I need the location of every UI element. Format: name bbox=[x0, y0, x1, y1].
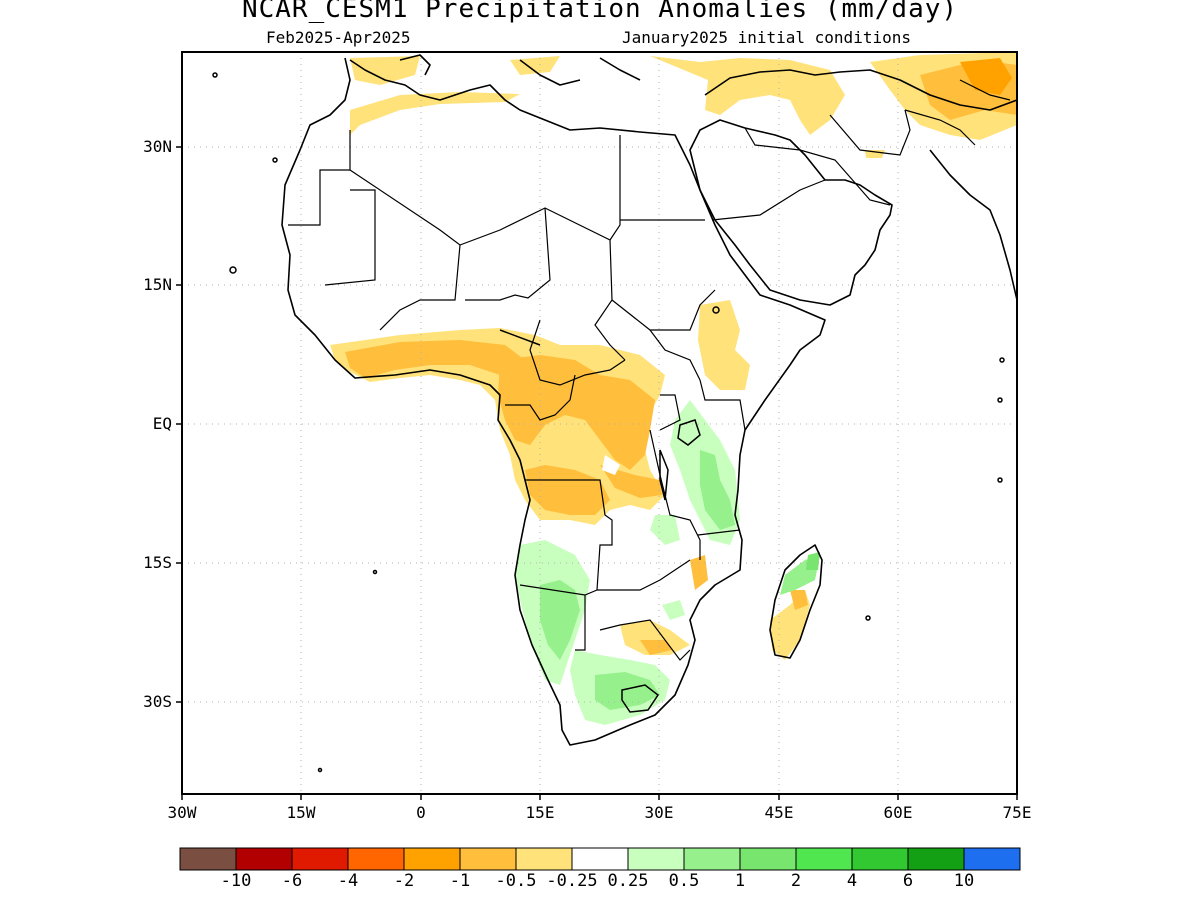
colorbar-label: -4 bbox=[337, 871, 359, 891]
colorbar bbox=[179, 847, 1021, 871]
lon-label-60e: 60E bbox=[883, 803, 913, 822]
colorbar-swatch bbox=[963, 847, 1021, 871]
colorbar-label: 4 bbox=[846, 871, 858, 891]
forecast-period: Feb2025-Apr2025 bbox=[266, 28, 411, 47]
lat-label-30n: 30N bbox=[143, 137, 172, 156]
colorbar-swatch bbox=[347, 847, 405, 871]
colorbar-swatch bbox=[739, 847, 797, 871]
colorbar-label: -0.5 bbox=[495, 871, 537, 891]
colorbar-swatch bbox=[851, 847, 909, 871]
map-title: NCAR_CESM1 Precipitation Anomalies (mm/d… bbox=[241, 0, 959, 24]
lon-label-30w: 30W bbox=[167, 803, 197, 822]
colorbar-label: 6 bbox=[902, 871, 914, 891]
colorbar-label: -6 bbox=[281, 871, 303, 891]
map-plot-area bbox=[182, 52, 1017, 794]
colorbar-label: -10 bbox=[220, 871, 252, 891]
colorbar-swatch bbox=[403, 847, 461, 871]
colorbar-label: 2 bbox=[790, 871, 802, 891]
grid-lines bbox=[182, 52, 1017, 794]
coastlines bbox=[281, 54, 1017, 746]
colorbar-swatch bbox=[235, 847, 293, 871]
colorbar-label: 10 bbox=[953, 871, 975, 891]
lon-label-0: 0 bbox=[416, 803, 426, 822]
colorbar-swatch bbox=[627, 847, 685, 871]
colorbar-swatch bbox=[459, 847, 517, 871]
lon-label-75e: 75E bbox=[1002, 803, 1032, 822]
initial-conditions: January2025 initial conditions bbox=[622, 28, 911, 47]
colorbar-swatch bbox=[907, 847, 965, 871]
lat-label-15s: 15S bbox=[143, 553, 172, 572]
lat-label-15n: 15N bbox=[143, 275, 172, 294]
negative-anomaly-shading bbox=[330, 52, 1017, 660]
lon-label-30e: 30E bbox=[644, 803, 674, 822]
colorbar-label: 0.25 bbox=[607, 871, 649, 891]
country-borders bbox=[288, 79, 1011, 661]
lat-label-eq: EQ bbox=[152, 414, 172, 433]
colorbar-swatch bbox=[179, 847, 237, 871]
colorbar-label: -1 bbox=[449, 871, 471, 891]
lakes-islands bbox=[212, 72, 1005, 773]
map-frame bbox=[181, 51, 1018, 795]
lon-label-45e: 45E bbox=[764, 803, 794, 822]
colorbar-swatch bbox=[683, 847, 741, 871]
colorbar-swatch bbox=[291, 847, 349, 871]
axis-ticks bbox=[176, 146, 1018, 800]
lon-label-15w: 15W bbox=[286, 803, 316, 822]
colorbar-label: 1 bbox=[734, 871, 746, 891]
colorbar-label: 0.5 bbox=[668, 871, 700, 891]
colorbar-swatch bbox=[795, 847, 853, 871]
colorbar-swatch bbox=[515, 847, 573, 871]
lon-label-15e: 15E bbox=[525, 803, 555, 822]
colorbar-label: -2 bbox=[393, 871, 415, 891]
lat-label-30s: 30S bbox=[143, 692, 172, 711]
colorbar-swatch bbox=[571, 847, 629, 871]
positive-anomaly-shading bbox=[515, 400, 820, 725]
colorbar-label: -0.25 bbox=[546, 871, 598, 891]
